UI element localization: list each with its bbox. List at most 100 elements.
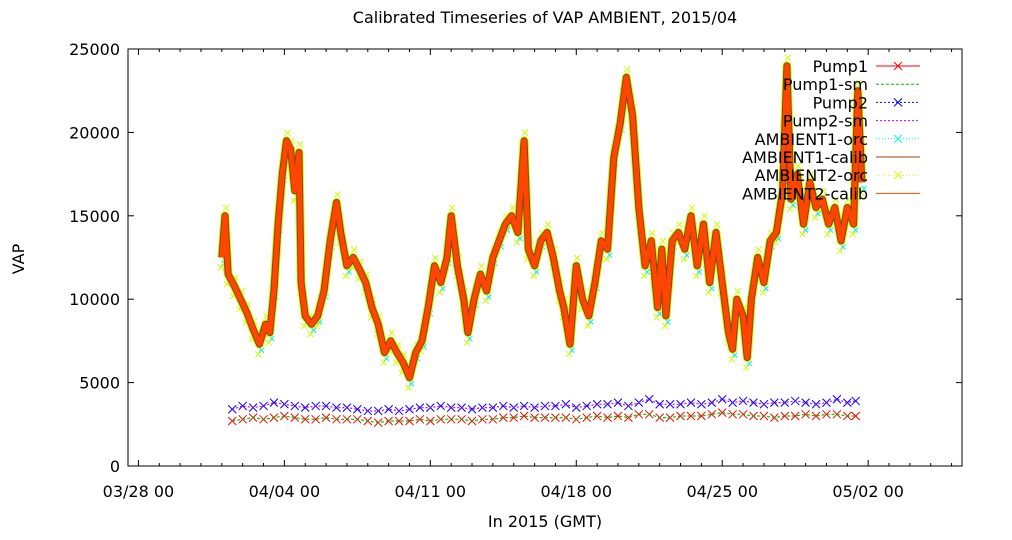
y-tick-label: 10000: [69, 290, 120, 309]
pump2-point: [644, 394, 654, 404]
ambient2-orc-point: [350, 246, 358, 253]
legend-entry: Pump1: [813, 57, 920, 76]
pump1-point: [686, 411, 696, 421]
ambient2-orc-point: [222, 204, 230, 212]
pump2-point: [613, 398, 623, 407]
ambient2-orc-point: [755, 246, 763, 253]
ambient2-orc-point: [784, 54, 792, 62]
pump2-point: [686, 398, 696, 407]
pump1-point: [613, 411, 623, 421]
ambient2-orc-point: [734, 287, 742, 295]
ambient2-orc-point: [659, 237, 667, 245]
legend-entry: Pump1-sm: [783, 75, 920, 94]
pump1-point: [290, 413, 300, 422]
ambient2-orc-point: [284, 129, 291, 137]
pump2-point: [519, 401, 529, 411]
pump2-point: [259, 401, 268, 411]
ambient2-orc-point: [680, 255, 688, 263]
pump1-point: [498, 413, 508, 422]
y-tick-label: 25000: [69, 40, 120, 59]
ambient2-orc-point: [759, 289, 767, 296]
pump1-point: [425, 416, 435, 426]
ambient2-orc-point: [676, 221, 683, 228]
legend-entry: AMBIENT1-calib: [742, 148, 920, 167]
ambient2-orc-point: [530, 272, 537, 280]
pump2-point: [707, 398, 717, 407]
plot-frame: [127, 48, 963, 467]
ambient2-orc-point: [692, 272, 700, 280]
legend-marker: [893, 98, 903, 107]
chart-title: Calibrated Timeseries of VAP AMBIENT, 20…: [353, 8, 737, 27]
pump1-point: [801, 409, 810, 419]
pump2-point: [832, 394, 842, 404]
pump2-point: [467, 404, 477, 414]
ambient2-orc-point: [688, 204, 696, 212]
plot-area: [217, 54, 867, 427]
ambient2-orc-point: [832, 196, 840, 203]
pump1-point: [851, 411, 861, 421]
ambient2-orc-point: [701, 212, 708, 220]
pump2-point: [780, 398, 790, 407]
legend-marker: [893, 61, 903, 71]
ambient2-orc-point: [521, 129, 529, 137]
legend-label: Pump1: [813, 57, 868, 76]
x-tick-label: 04/04 00: [249, 482, 321, 501]
x-tick-label: 04/18 00: [540, 482, 612, 501]
ambient2-orc-point: [436, 289, 444, 296]
ambient2-orc-point: [432, 254, 439, 262]
ambient2-orc-point: [448, 204, 456, 212]
pump2-point: [352, 404, 362, 414]
series-pump2: [227, 394, 861, 416]
ambient2-orc-point: [509, 204, 516, 212]
pump1-point: [790, 411, 800, 421]
pump1-point: [707, 409, 717, 419]
ambient2-orc-point: [255, 350, 262, 358]
pump2-point: [332, 403, 341, 412]
series-ambient1-calib: [218, 62, 866, 382]
series-ambient2-orc: [217, 54, 867, 391]
ambient2-orc-point: [648, 229, 656, 237]
x-tick-label: 05/02 00: [832, 482, 904, 501]
x-tick-label: 04/11 00: [395, 482, 467, 501]
ambient2-orc-point: [342, 272, 350, 280]
ambient2-orc-point: [584, 322, 592, 330]
x-tick-label: 03/28 00: [103, 482, 175, 501]
pump1-point: [811, 411, 821, 421]
pump2-point: [530, 403, 539, 412]
y-tick-label: 15000: [69, 207, 120, 226]
ambient2-orc-point: [807, 171, 815, 178]
legend-label: Pump2-sm: [783, 112, 868, 131]
ambient1-orc-point: [861, 185, 867, 192]
ambient2-orc-point: [573, 254, 581, 262]
ambient2-orc-point: [786, 205, 794, 213]
ambient2-orc-point: [307, 330, 314, 338]
pump1-point: [300, 414, 310, 424]
pump2-point: [582, 401, 592, 411]
ambient2-orc-point: [513, 239, 521, 246]
axes: 0 5000 10000 15000 20000 25000 03/28 00 04/04 0…: [69, 40, 963, 501]
ambient2-orc-point: [819, 187, 827, 195]
pump2-point: [655, 399, 665, 409]
ambient2-orc-point: [217, 264, 225, 271]
ambient2-orc-point: [742, 364, 750, 371]
ambient2-orc-point: [380, 359, 387, 366]
ambient2-orc-point: [855, 79, 863, 87]
pump2-point: [749, 398, 758, 407]
pump1-point: [530, 413, 539, 422]
pump1-point: [519, 411, 529, 421]
y-tick-label: 0: [110, 457, 120, 476]
pump2-point: [851, 396, 861, 406]
ambient2-orc-point: [811, 214, 819, 221]
ambient2-orc-point: [544, 221, 552, 228]
legend-entry: AMBIENT1-orc: [755, 130, 920, 149]
ambient2-orc-point: [713, 221, 721, 228]
ambient2-orc-point: [728, 355, 736, 363]
ambient2-orc-point: [705, 289, 713, 296]
ambient2-orc-point: [388, 329, 396, 337]
pump2-point: [676, 399, 685, 409]
ambient2-orc-point: [623, 66, 631, 73]
pump2-point: [227, 404, 237, 414]
ambient2-orc-point: [661, 322, 669, 330]
series-pump1: [227, 408, 861, 427]
